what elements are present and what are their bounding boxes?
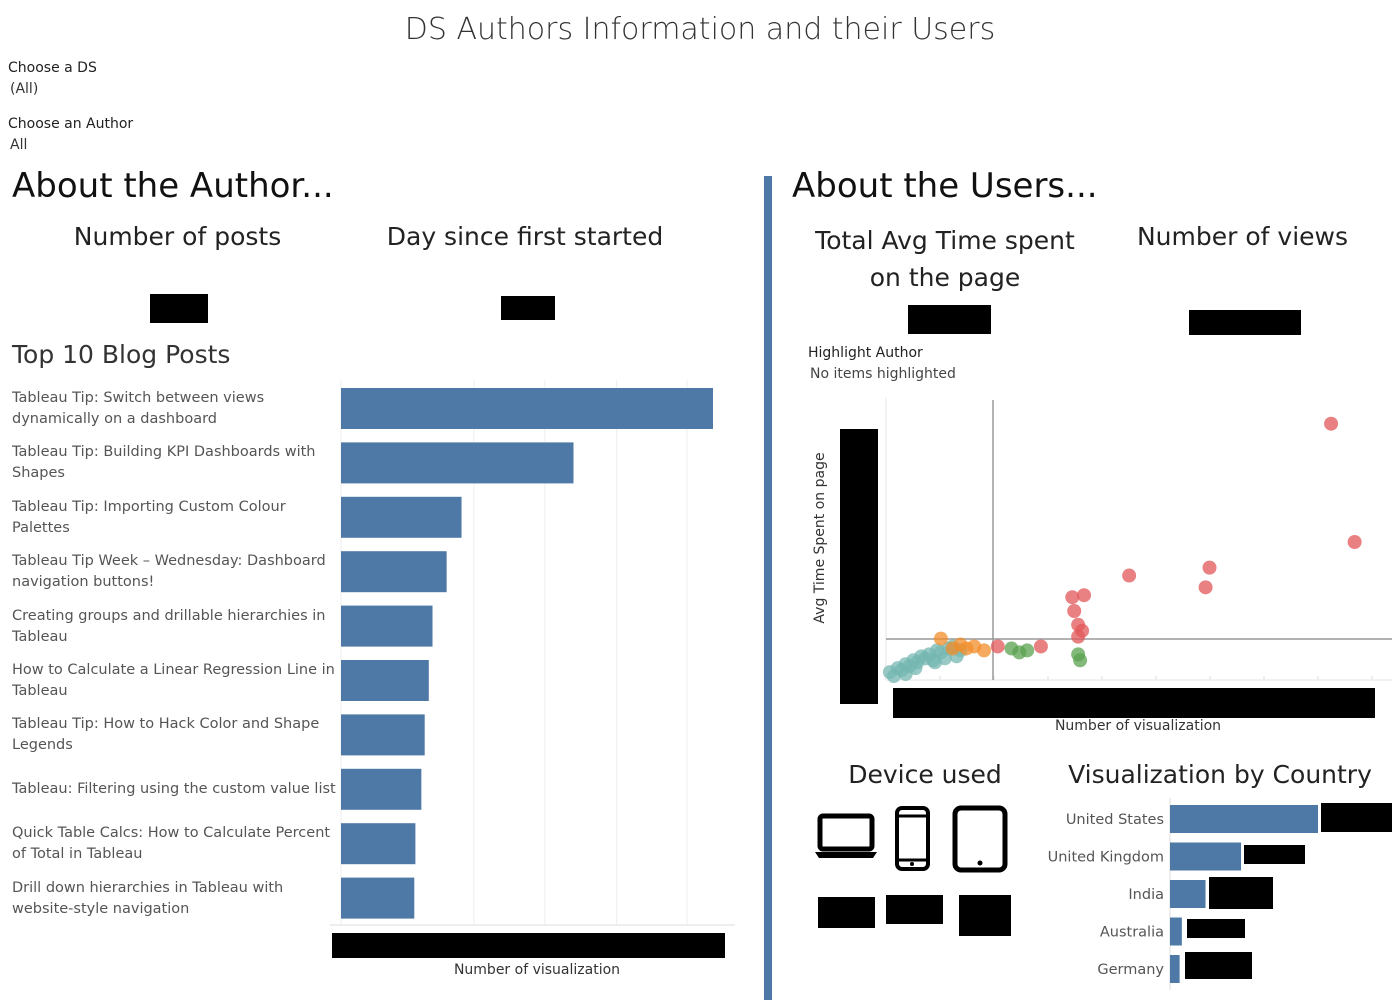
author-filter-label: Choose an Author: [8, 116, 134, 132]
post-label: Drill down hierarchies in Tableau with w…: [12, 879, 284, 917]
laptop-value-redacted: [818, 897, 875, 928]
post-label-box: Tableau Tip: Building KPI Dashboards wit…: [12, 444, 316, 482]
country-bar[interactable]: [1170, 805, 1318, 833]
scatter-y-title: Avg Time Spent on page: [812, 452, 828, 624]
post-label: Tableau Tip: Importing Custom Colour Pal…: [12, 498, 286, 536]
posts-kpi-title: Number of posts: [73, 222, 282, 251]
country-label: India: [1128, 887, 1164, 903]
india-value-redacted: [1209, 877, 1273, 909]
post-bar[interactable]: [341, 877, 415, 919]
country-bar[interactable]: [1170, 880, 1206, 908]
post-bar[interactable]: [341, 660, 429, 701]
post-label-box: Tableau Tip Week – Wednesday: Dashboard …: [12, 553, 326, 591]
post-bar[interactable]: [341, 768, 422, 810]
post-label-box: Quick Table Calcs: How to Calculate Perc…: [12, 825, 331, 863]
scatter-point[interactable]: [1033, 639, 1048, 654]
scatter-point[interactable]: [990, 639, 1005, 654]
us-value-redacted: [1321, 803, 1392, 832]
tablet-value-redacted: [959, 895, 1011, 936]
post-label: How to Calculate a Linear Regression Lin…: [12, 662, 335, 699]
scatter-x-title: Number of visualization: [1054, 718, 1222, 734]
post-label: Tableau Tip: Building KPI Dashboards wit…: [12, 444, 316, 482]
scatter-point[interactable]: [1067, 604, 1082, 618]
australia-value-redacted: [1187, 919, 1245, 938]
top-posts-chart: Tableau Tip: Switch between views dynami…: [0, 380, 760, 940]
germany-value-redacted: [1185, 952, 1252, 979]
scatter-x-axis-redacted: [893, 688, 1375, 718]
post-label: Quick Table Calcs: How to Calculate Perc…: [12, 825, 331, 863]
posts-axis-title: Number of visualization: [453, 962, 621, 978]
post-label: Tableau: Filtering using the custom valu…: [12, 781, 336, 798]
top-posts-title: Top 10 Blog Posts: [12, 340, 231, 369]
post-bar[interactable]: [341, 388, 713, 429]
scatter-svg: [882, 398, 1392, 684]
country-label: Australia: [1100, 925, 1164, 941]
country-label: United States: [1066, 812, 1164, 828]
scatter-point[interactable]: [933, 631, 948, 646]
uk-value-redacted: [1244, 845, 1305, 864]
avg-time-kpi-value-redacted: [908, 305, 991, 334]
country-label: United Kingdom: [1048, 850, 1164, 866]
post-label-box: How to Calculate a Linear Regression Lin…: [12, 662, 335, 699]
ds-filter-dropdown[interactable]: (All): [10, 81, 39, 97]
post-label: Tableau Tip: Switch between views dynami…: [12, 390, 265, 427]
posts-kpi-value-redacted: [150, 294, 208, 323]
scatter-point[interactable]: [977, 643, 992, 658]
phone-value-redacted: [886, 895, 943, 924]
top-posts-svg: Tableau Tip: Switch between views dynami…: [12, 380, 735, 926]
country-title: Visualization by Country: [1068, 760, 1372, 789]
scatter-point[interactable]: [1073, 653, 1088, 668]
scatter-point[interactable]: [1122, 568, 1137, 583]
country-svg: United States United Kingdom India Australi…: [1048, 798, 1318, 990]
post-bar[interactable]: [341, 605, 433, 647]
country-bar[interactable]: [1170, 917, 1182, 946]
days-kpi-value-redacted: [501, 296, 555, 320]
scatter-point[interactable]: [1020, 643, 1035, 658]
scatter-point[interactable]: [1324, 416, 1339, 431]
scatter-point[interactable]: [928, 655, 943, 670]
tablet-icon[interactable]: [952, 805, 1008, 877]
views-kpi-value-redacted: [1189, 310, 1301, 335]
post-label-box: Drill down hierarchies in Tableau with w…: [12, 879, 284, 917]
author-filter-dropdown[interactable]: All: [10, 137, 28, 153]
scatter-point[interactable]: [908, 661, 923, 676]
about-author-heading: About the Author...: [12, 166, 334, 206]
laptop-icon[interactable]: [813, 812, 879, 864]
phone-icon[interactable]: [894, 806, 932, 876]
post-label-box: Tableau Tip: Importing Custom Colour Pal…: [12, 498, 286, 536]
post-label-box: Creating groups and drillable hierarchie…: [12, 607, 326, 645]
post-label-box: Tableau Tip: How to Hack Color and Shape…: [12, 716, 320, 754]
highlight-label: Highlight Author: [808, 345, 923, 361]
scatter-point[interactable]: [1202, 560, 1217, 575]
post-bar[interactable]: [341, 823, 416, 865]
scatter-y-axis-redacted: [840, 429, 878, 704]
scatter-point[interactable]: [1347, 535, 1362, 549]
views-kpi-title: Number of views: [1136, 222, 1348, 251]
post-bar[interactable]: [341, 496, 462, 538]
days-kpi-title: Day since first started: [386, 222, 664, 251]
dashboard-title: DS Authors Information and their Users: [404, 12, 996, 47]
post-bar[interactable]: [341, 551, 447, 593]
post-label: Tableau Tip Week – Wednesday: Dashboard …: [12, 553, 326, 591]
post-label-box: Tableau Tip: Switch between views dynami…: [12, 390, 265, 427]
post-label: Creating groups and drillable hierarchie…: [12, 607, 326, 645]
scatter-point[interactable]: [1075, 623, 1090, 638]
post-bar[interactable]: [341, 442, 574, 484]
device-title: Device used: [848, 760, 1002, 789]
post-bar[interactable]: [341, 714, 425, 756]
scatter-point[interactable]: [1198, 580, 1213, 595]
country-bar[interactable]: [1170, 842, 1242, 871]
posts-axis-redacted: [332, 933, 725, 958]
scatter-point[interactable]: [1065, 590, 1080, 605]
post-label-box: Tableau: Filtering using the custom valu…: [12, 781, 336, 798]
about-users-heading: About the Users...: [792, 166, 1098, 206]
highlight-dropdown[interactable]: No items highlighted: [810, 366, 956, 382]
section-divider: [764, 176, 772, 1000]
country-bar[interactable]: [1170, 955, 1180, 983]
avg-time-kpi-title: Total Avg Time spent on the page: [815, 226, 1075, 292]
ds-filter-label: Choose a DS: [8, 60, 97, 76]
country-label: Germany: [1097, 962, 1164, 978]
scatter-point[interactable]: [1077, 588, 1092, 603]
post-label: Tableau Tip: How to Hack Color and Shape…: [12, 716, 320, 754]
